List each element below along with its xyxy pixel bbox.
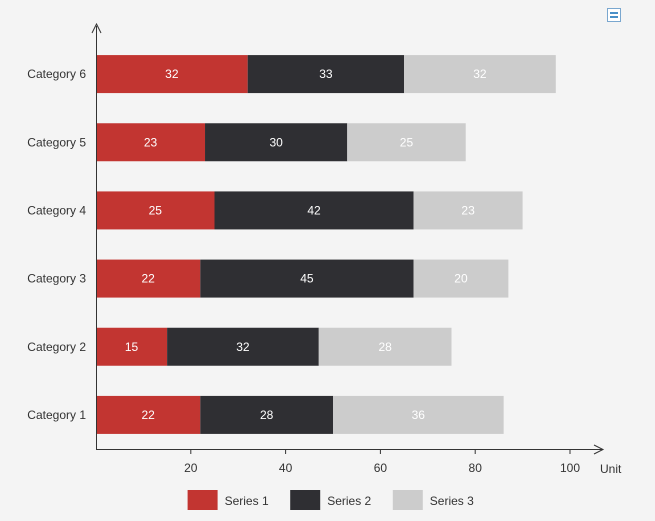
bar-value-label: 32 <box>165 67 179 81</box>
x-axis-arrow <box>593 444 605 455</box>
data-view-icon-line <box>610 16 618 18</box>
x-tick-label: 100 <box>560 461 580 475</box>
bar-series-2[interactable] <box>200 395 333 434</box>
bar-value-label: 20 <box>454 272 468 286</box>
bar-series-2[interactable] <box>167 327 319 366</box>
bar-series-1[interactable] <box>96 259 201 298</box>
x-ticks-group: 20 40 60 80 100 <box>184 449 580 475</box>
bar-value-label: 25 <box>149 203 163 217</box>
legend-item-series-2[interactable]: Series 2 <box>290 490 372 510</box>
bar-value-label: 36 <box>412 408 426 422</box>
bar-value-label: 23 <box>144 135 158 149</box>
bar-series-3[interactable] <box>318 327 452 366</box>
legend-label: Series 1 <box>225 494 269 508</box>
bar-series-3[interactable] <box>404 55 556 94</box>
x-tick-label: 80 <box>469 461 483 475</box>
bar-value-label: 25 <box>400 135 414 149</box>
bar-value-label: 33 <box>319 67 333 81</box>
category-label: Category 6 <box>27 67 86 81</box>
category-label: Category 2 <box>27 340 86 354</box>
category-labels-group: Category 1 Category 2 Category 3 Category 4… <box>27 67 86 422</box>
category-label: Category 3 <box>27 272 86 286</box>
bar-series-3[interactable] <box>333 395 504 434</box>
bars-group: 22 28 36 15 32 28 22 45 20 25 42 23 23 30 25 32 33 32 <box>96 55 556 434</box>
bar-value-label: 28 <box>378 340 392 354</box>
legend[interactable]: Series 1 Series 2 Series 3 <box>187 490 475 510</box>
bar-series-2[interactable] <box>205 123 348 162</box>
bar-series-2[interactable] <box>214 191 414 230</box>
category-label: Category 1 <box>27 408 86 422</box>
bar-value-label: 42 <box>307 203 321 217</box>
bar-value-label: 45 <box>300 272 314 286</box>
legend-label: Series 3 <box>430 494 474 508</box>
bar-series-3[interactable] <box>413 191 523 230</box>
data-view-button[interactable] <box>607 8 621 22</box>
x-tick-label: 20 <box>184 461 198 475</box>
bar-series-3[interactable] <box>413 259 509 298</box>
axes-group: Unit <box>91 22 622 476</box>
legend-swatch <box>290 490 321 510</box>
bar-value-label: 22 <box>141 408 155 422</box>
category-label: Category 5 <box>27 135 86 149</box>
x-axis-unit-label: Unit <box>600 462 622 476</box>
bar-value-label: 32 <box>236 340 250 354</box>
bar-value-label: 28 <box>260 408 274 422</box>
x-tick-label: 40 <box>279 461 293 475</box>
legend-label: Series 2 <box>327 494 371 508</box>
category-label: Category 4 <box>27 203 86 217</box>
bar-series-1[interactable] <box>96 123 206 162</box>
bar-value-label: 23 <box>461 203 475 217</box>
bar-series-2[interactable] <box>247 55 405 94</box>
legend-item-series-3[interactable]: Series 3 <box>392 490 474 510</box>
y-axis-arrow <box>91 22 102 34</box>
bar-value-label: 32 <box>473 67 487 81</box>
bar-value-label: 30 <box>269 135 283 149</box>
bar-series-1[interactable] <box>96 191 215 230</box>
legend-item-series-1[interactable]: Series 1 <box>187 490 269 510</box>
bar-value-label: 15 <box>125 340 139 354</box>
bar-series-1[interactable] <box>96 55 248 94</box>
bar-series-1[interactable] <box>96 327 168 366</box>
bar-series-2[interactable] <box>200 259 414 298</box>
data-view-icon <box>610 12 618 14</box>
bar-value-label: 22 <box>141 272 155 286</box>
bar-series-1[interactable] <box>96 395 201 434</box>
legend-swatch <box>392 490 423 510</box>
bar-series-3[interactable] <box>347 123 466 162</box>
x-tick-label: 60 <box>374 461 388 475</box>
legend-swatch <box>187 490 218 510</box>
